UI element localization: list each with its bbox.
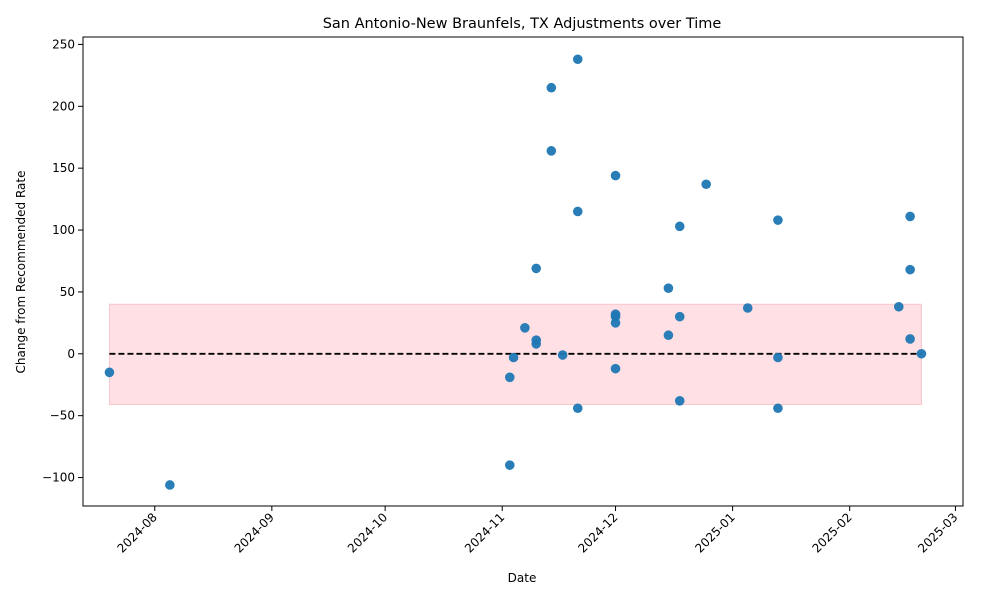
y-tick-label: −50 — [50, 409, 75, 423]
data-point-16 — [610, 170, 621, 181]
y-axis-label: Change from Recommended Rate — [14, 171, 28, 374]
y-tick-label: 100 — [52, 223, 75, 237]
y-tick-label: 250 — [52, 37, 75, 51]
data-point-3 — [504, 460, 515, 470]
y-tick-label: 200 — [52, 99, 75, 113]
data-point-26 — [701, 179, 711, 190]
data-point-9 — [531, 339, 542, 349]
data-point-35 — [916, 348, 927, 359]
x-axis-label: Date — [508, 571, 537, 585]
data-point-34 — [905, 334, 915, 344]
data-point-19 — [610, 318, 621, 328]
y-tick-label: −100 — [42, 471, 75, 485]
data-point-5 — [508, 352, 519, 363]
data-point-24 — [674, 311, 685, 322]
data-point-11 — [546, 146, 557, 156]
y-tick-label: 150 — [52, 161, 75, 175]
chart-title: San Antonio-New Braunfels, TX Adjustment… — [323, 16, 722, 32]
data-point-2 — [165, 480, 175, 490]
data-point-25 — [674, 396, 685, 406]
data-point-14 — [572, 206, 583, 217]
data-point-20 — [610, 363, 621, 374]
y-tick-label: 50 — [60, 285, 75, 299]
data-point-33 — [905, 264, 915, 275]
data-point-1 — [104, 367, 115, 378]
data-point-6 — [520, 323, 530, 333]
data-point-15 — [572, 403, 583, 414]
data-point-22 — [663, 330, 674, 341]
data-point-21 — [663, 283, 674, 294]
plot-frame — [82, 36, 964, 507]
data-point-13 — [572, 54, 583, 65]
data-point-32 — [905, 211, 915, 222]
plot-area — [104, 54, 927, 490]
data-point-10 — [546, 82, 557, 93]
data-point-28 — [773, 215, 783, 225]
data-point-12 — [557, 350, 568, 360]
data-point-23 — [674, 221, 685, 232]
data-point-30 — [773, 403, 783, 414]
y-axis: −100 −50 0 50 100 150 200 250 — [42, 37, 83, 485]
data-point-4 — [504, 372, 515, 383]
data-point-7 — [531, 263, 542, 274]
y-tick-label: 0 — [67, 347, 75, 361]
data-point-29 — [773, 352, 783, 363]
data-point-31 — [893, 301, 904, 312]
data-point-27 — [742, 303, 753, 313]
